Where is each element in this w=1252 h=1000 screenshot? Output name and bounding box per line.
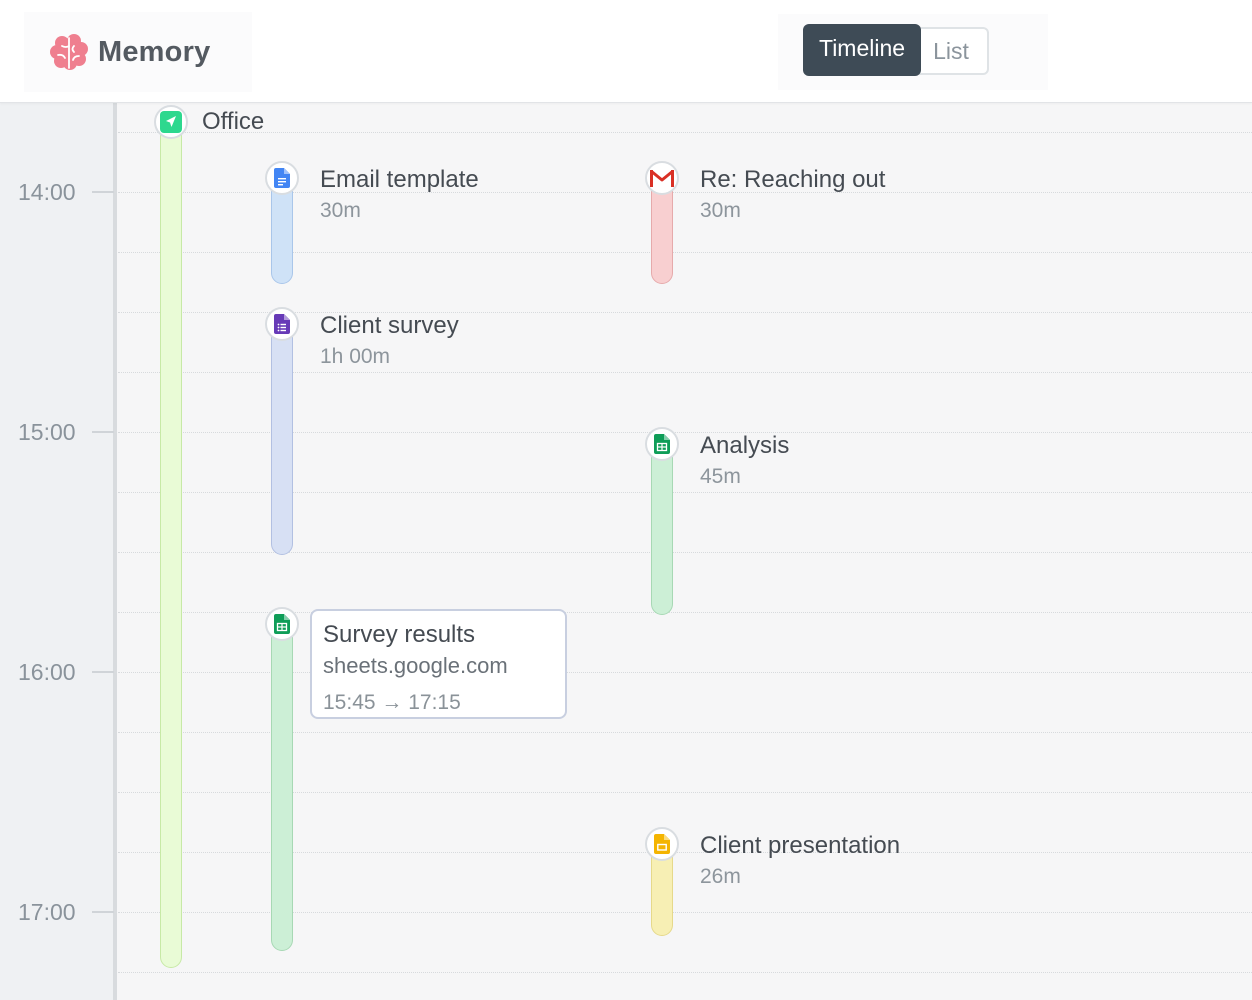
activity-duration: 45m (700, 465, 741, 488)
hour-label-16: 16:00 (18, 659, 76, 685)
google-slides-icon (654, 834, 670, 854)
tooltip-title: Survey results (323, 621, 476, 648)
activity-bar-survey-results[interactable] (271, 622, 293, 951)
hour-label-14: 14:00 (18, 179, 76, 205)
activity-icon-survey-results[interactable] (265, 607, 299, 641)
gridline (118, 372, 1252, 373)
app-name: Memory (98, 35, 211, 68)
activity-icon-client-survey[interactable] (265, 307, 299, 341)
gridline (118, 912, 1252, 913)
activity-icon-client-presentation[interactable] (645, 827, 679, 861)
gridline (118, 192, 1252, 193)
hour-tick (92, 431, 114, 433)
gridline (118, 132, 1252, 133)
time-axis-divider (113, 103, 117, 1000)
google-sheets-icon (274, 614, 290, 634)
gridline (118, 252, 1252, 253)
app-brand[interactable]: Memory (24, 12, 252, 92)
time-axis (0, 103, 113, 1000)
view-toggle: Timeline List (803, 24, 989, 76)
activity-icon-email-template[interactable] (265, 161, 299, 195)
google-docs-icon (274, 168, 290, 188)
gridline (118, 312, 1252, 313)
location-bar-office[interactable] (160, 118, 182, 968)
activity-title: Client survey (320, 312, 459, 339)
hour-tick (92, 671, 114, 673)
activity-title: Re: Reaching out (700, 166, 886, 193)
gridline (118, 432, 1252, 433)
gridline (118, 552, 1252, 553)
hour-tick (92, 191, 114, 193)
activity-duration: 30m (700, 199, 741, 222)
gridline (118, 792, 1252, 793)
activity-duration: 1h 00m (320, 345, 391, 368)
hour-tick (92, 911, 114, 913)
gridline (118, 492, 1252, 493)
gridline (118, 672, 1252, 673)
activity-bar-analysis[interactable] (651, 444, 673, 615)
tooltip-time-range: 15:45 → 17:15 (323, 691, 461, 714)
hour-label-17: 17:00 (18, 899, 76, 925)
activity-tooltip: Survey results sheets.google.com 15:45 →… (310, 609, 567, 719)
location-arrow-icon (160, 111, 182, 133)
gridline (118, 852, 1252, 853)
tab-timeline[interactable]: Timeline (803, 24, 922, 76)
location-label: Office (202, 108, 265, 135)
activity-bar-client-survey[interactable] (271, 324, 293, 555)
activity-icon-reaching-out[interactable] (645, 161, 679, 195)
activity-duration: 26m (700, 865, 741, 888)
gridline (118, 732, 1252, 733)
google-forms-icon (274, 314, 290, 334)
app-header: Memory Timeline List (0, 0, 1252, 103)
activity-icon-analysis[interactable] (645, 427, 679, 461)
location-marker[interactable] (154, 105, 188, 139)
activity-duration: 30m (320, 199, 361, 222)
google-sheets-icon (654, 434, 670, 454)
activity-title: Client presentation (700, 832, 901, 859)
activity-title: Email template (320, 166, 479, 193)
gridline (118, 612, 1252, 613)
brain-icon (50, 34, 88, 70)
gridline (118, 972, 1252, 973)
hour-label-15: 15:00 (18, 419, 76, 445)
activity-title: Analysis (700, 432, 790, 459)
tab-list[interactable]: List (917, 27, 989, 75)
tooltip-domain: sheets.google.com (323, 653, 508, 678)
gmail-icon (650, 169, 674, 187)
